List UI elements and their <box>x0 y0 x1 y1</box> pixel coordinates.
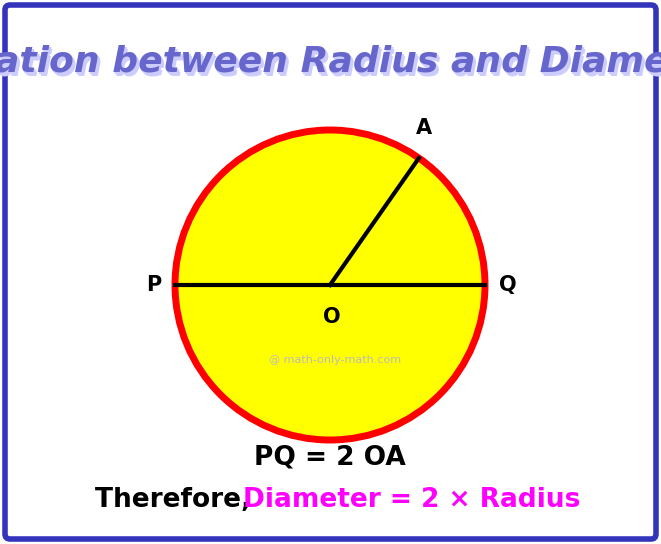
FancyBboxPatch shape <box>5 5 656 539</box>
Text: Relation between Radius and Diameter: Relation between Radius and Diameter <box>0 47 661 81</box>
Text: P: P <box>145 275 161 295</box>
Ellipse shape <box>175 130 485 440</box>
Text: PQ = 2 OA: PQ = 2 OA <box>254 445 406 471</box>
Text: O: O <box>323 307 341 327</box>
Text: @ math-only-math.com: @ math-only-math.com <box>269 355 401 365</box>
Text: Relation between Radius and Diameter: Relation between Radius and Diameter <box>0 45 661 79</box>
Text: Q: Q <box>499 275 517 295</box>
Text: Relation between Radius and Diameter: Relation between Radius and Diameter <box>0 46 661 80</box>
Text: Therefore,: Therefore, <box>95 487 260 513</box>
Text: Diameter = 2 × Radius: Diameter = 2 × Radius <box>243 487 580 513</box>
Text: A: A <box>416 118 432 138</box>
Text: Relation between Radius and Diameter: Relation between Radius and Diameter <box>0 48 661 82</box>
